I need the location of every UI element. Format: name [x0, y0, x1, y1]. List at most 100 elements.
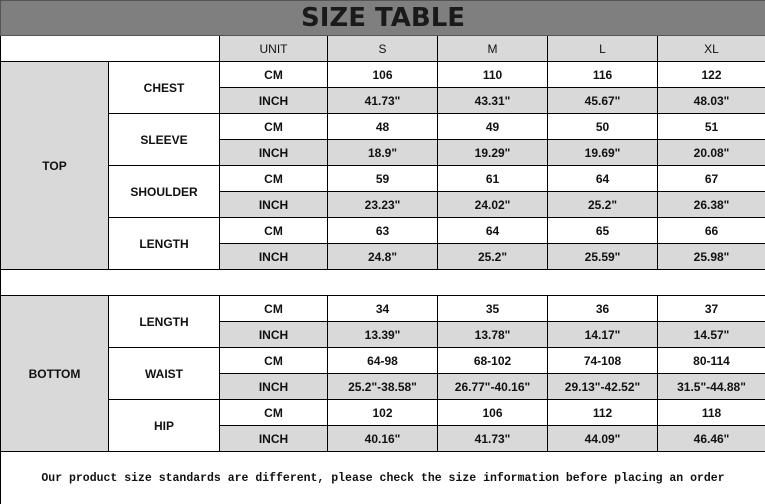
table-row: LENGTH CM 63 64 65 66 [1, 217, 765, 270]
value-cell: 48 [327, 113, 438, 140]
value-cell: 59 [327, 165, 438, 192]
value-cell: 65 [547, 217, 658, 244]
value-cell: 61 [437, 165, 548, 192]
value-cell: 31.5"-44.88" [656, 373, 765, 400]
unit-cell: CM [219, 347, 328, 374]
footer-row: Our product size standards are different… [0, 451, 765, 504]
value-cell: 41.73" [327, 87, 438, 114]
table-row: INCH 13.39" 13.78" 14.17" 14.57" [1, 321, 765, 348]
header-size-xl: XL [656, 35, 765, 62]
value-cell: 40.16" [327, 425, 438, 452]
value-cell: 106 [327, 61, 438, 88]
value-cell: 24.02" [437, 191, 548, 218]
value-cell: 49 [437, 113, 548, 140]
header-row: UNIT S M L XL [0, 35, 765, 62]
value-cell: 64 [547, 165, 658, 192]
section-label: TOP [0, 61, 109, 270]
value-cell: 37 [656, 295, 765, 322]
table-row: INCH 41.73" 43.31" 45.67" 48.03" [1, 87, 765, 114]
value-cell: 67 [656, 165, 765, 192]
spacer-row [0, 269, 765, 296]
spacer-cell [0, 269, 765, 296]
value-cell: 46.46" [656, 425, 765, 452]
value-cell: 20.08" [656, 139, 765, 166]
measure-label: CHEST [108, 61, 220, 114]
unit-cell: CM [219, 113, 328, 140]
value-cell: 110 [437, 61, 548, 88]
page-title: SIZE TABLE [0, 0, 765, 36]
value-cell: 34 [327, 295, 438, 322]
table-row: HIP CM 102 106 112 118 [1, 399, 765, 452]
value-cell: 26.77"-40.16" [437, 373, 548, 400]
value-cell: 14.17" [547, 321, 658, 348]
value-cell: 25.98" [656, 243, 765, 270]
value-cell: 102 [327, 399, 438, 426]
value-cell: 64-98 [327, 347, 438, 374]
value-cell: 25.59" [547, 243, 658, 270]
unit-cell: INCH [219, 425, 328, 452]
value-cell: 48.03" [656, 87, 765, 114]
section-label: BOTTOM [0, 295, 109, 452]
value-cell: 51 [656, 113, 765, 140]
value-cell: 80-114 [656, 347, 765, 374]
unit-cell: INCH [219, 321, 328, 348]
value-cell: 25.2"-38.58" [327, 373, 438, 400]
value-cell: 13.78" [437, 321, 548, 348]
value-cell: 29.13"-42.52" [547, 373, 658, 400]
value-cell: 50 [547, 113, 658, 140]
unit-cell: CM [219, 61, 328, 88]
value-cell: 35 [437, 295, 548, 322]
value-cell: 43.31" [437, 87, 548, 114]
value-cell: 116 [547, 61, 658, 88]
value-cell: 18.9" [327, 139, 438, 166]
unit-cell: INCH [219, 191, 328, 218]
value-cell: 122 [656, 61, 765, 88]
value-cell: 13.39" [327, 321, 438, 348]
title-row: SIZE TABLE [0, 0, 765, 36]
value-cell: 19.29" [437, 139, 548, 166]
value-cell: 41.73" [437, 425, 548, 452]
value-cell: 45.67" [547, 87, 658, 114]
header-size-m: M [437, 35, 548, 62]
measure-label: SLEEVE [108, 113, 220, 166]
table-row: INCH 23.23" 24.02" 25.2" 26.38" [1, 191, 765, 218]
measure-label: WAIST [108, 347, 220, 400]
value-cell: 74-108 [547, 347, 658, 374]
measure-label: HIP [108, 399, 220, 452]
value-cell: 68-102 [437, 347, 548, 374]
measure-label: SHOULDER [108, 165, 220, 218]
table-row: INCH 25.2"-38.58" 26.77"-40.16" 29.13"-42.5… [1, 373, 765, 400]
value-cell: 64 [437, 217, 548, 244]
value-cell: 36 [547, 295, 658, 322]
value-cell: 66 [656, 217, 765, 244]
footer-note: Our product size standards are different… [0, 451, 765, 504]
unit-cell: CM [219, 295, 328, 322]
header-size-l: L [547, 35, 658, 62]
table-row: INCH 24.8" 25.2" 25.59" 25.98" [1, 243, 765, 270]
measure-label: LENGTH [108, 295, 220, 348]
value-cell: 14.57" [656, 321, 765, 348]
header-unit: UNIT [219, 35, 328, 62]
table-row: SLEEVE CM 48 49 50 51 [1, 113, 765, 166]
unit-cell: INCH [219, 243, 328, 270]
unit-cell: CM [219, 399, 328, 426]
table-row: TOP CHEST CM 106 110 116 122 [0, 61, 765, 270]
value-cell: 106 [437, 399, 548, 426]
header-blank [0, 35, 220, 62]
unit-cell: INCH [219, 373, 328, 400]
value-cell: 118 [656, 399, 765, 426]
value-cell: 19.69" [547, 139, 658, 166]
value-cell: 25.2" [437, 243, 548, 270]
table-row: INCH 40.16" 41.73" 44.09" 46.46" [1, 425, 765, 452]
unit-cell: CM [219, 165, 328, 192]
unit-cell: INCH [219, 87, 328, 114]
unit-cell: INCH [219, 139, 328, 166]
value-cell: 23.23" [327, 191, 438, 218]
header-size-s: S [327, 35, 438, 62]
table-row: WAIST CM 64-98 68-102 74-108 80-114 [1, 347, 765, 400]
measure-label: LENGTH [108, 217, 220, 270]
value-cell: 24.8" [327, 243, 438, 270]
value-cell: 44.09" [547, 425, 658, 452]
